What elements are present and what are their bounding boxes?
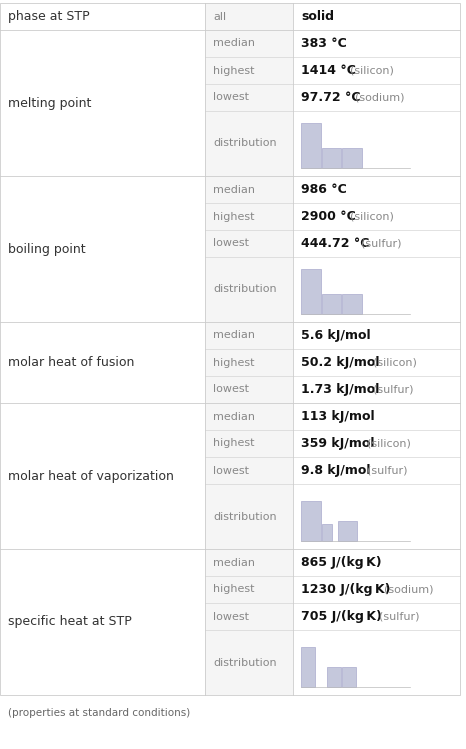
Text: (sodium): (sodium) bbox=[384, 584, 434, 595]
Text: distribution: distribution bbox=[213, 658, 277, 667]
Text: 865 J/(kg K): 865 J/(kg K) bbox=[301, 556, 382, 569]
Text: molar heat of vaporization: molar heat of vaporization bbox=[8, 470, 174, 482]
Bar bbox=[301, 269, 321, 314]
Text: boiling point: boiling point bbox=[8, 243, 86, 255]
Text: (silicon): (silicon) bbox=[350, 211, 393, 222]
Text: 1230 J/(kg K): 1230 J/(kg K) bbox=[301, 583, 391, 596]
Text: lowest: lowest bbox=[213, 238, 249, 249]
Text: all: all bbox=[213, 11, 226, 22]
Bar bbox=[293, 3, 460, 695]
Bar bbox=[301, 501, 321, 541]
Text: lowest: lowest bbox=[213, 611, 249, 622]
Bar bbox=[322, 148, 341, 168]
Text: (silicon): (silicon) bbox=[373, 357, 417, 368]
Text: highest: highest bbox=[213, 438, 254, 449]
Bar bbox=[342, 148, 362, 168]
Text: distribution: distribution bbox=[213, 512, 277, 521]
Text: 5.6 kJ/mol: 5.6 kJ/mol bbox=[301, 329, 370, 342]
Text: 359 kJ/mol: 359 kJ/mol bbox=[301, 437, 375, 450]
Bar bbox=[338, 521, 357, 541]
Text: solid: solid bbox=[301, 10, 334, 23]
Text: 444.72 °C: 444.72 °C bbox=[301, 237, 370, 250]
Text: molar heat of fusion: molar heat of fusion bbox=[8, 356, 134, 369]
Bar bbox=[301, 123, 321, 168]
Text: highest: highest bbox=[213, 357, 254, 368]
Bar bbox=[342, 294, 362, 314]
Text: lowest: lowest bbox=[213, 465, 249, 476]
Text: 986 °C: 986 °C bbox=[301, 183, 347, 196]
Text: 383 °C: 383 °C bbox=[301, 37, 347, 50]
Text: specific heat at STP: specific heat at STP bbox=[8, 616, 132, 628]
Text: distribution: distribution bbox=[213, 139, 277, 148]
Text: 2900 °C: 2900 °C bbox=[301, 210, 356, 223]
Text: 705 J/(kg K): 705 J/(kg K) bbox=[301, 610, 382, 623]
Text: melting point: melting point bbox=[8, 97, 91, 109]
Text: (silicon): (silicon) bbox=[367, 438, 411, 449]
Text: 97.72 °C: 97.72 °C bbox=[301, 91, 361, 104]
Text: 113 kJ/mol: 113 kJ/mol bbox=[301, 410, 375, 423]
Text: median: median bbox=[213, 411, 255, 422]
Bar bbox=[322, 524, 332, 541]
Text: highest: highest bbox=[213, 211, 254, 222]
Text: (properties at standard conditions): (properties at standard conditions) bbox=[8, 708, 190, 718]
Bar bbox=[0, 3, 205, 695]
Text: (sodium): (sodium) bbox=[356, 92, 405, 103]
Bar bbox=[301, 647, 315, 687]
Text: median: median bbox=[213, 557, 255, 568]
Text: 1414 °C: 1414 °C bbox=[301, 64, 356, 77]
Bar bbox=[322, 294, 341, 314]
Text: lowest: lowest bbox=[213, 92, 249, 103]
Text: (sulfur): (sulfur) bbox=[378, 611, 419, 622]
Text: median: median bbox=[213, 38, 255, 49]
Text: (sulfur): (sulfur) bbox=[361, 238, 402, 249]
Text: highest: highest bbox=[213, 584, 254, 595]
Bar bbox=[342, 667, 356, 687]
Text: distribution: distribution bbox=[213, 285, 277, 294]
Text: (sulfur): (sulfur) bbox=[367, 465, 407, 476]
Text: (silicon): (silicon) bbox=[350, 65, 393, 76]
Bar bbox=[205, 3, 293, 695]
Text: 1.73 kJ/mol: 1.73 kJ/mol bbox=[301, 383, 379, 396]
Bar bbox=[327, 667, 341, 687]
Text: phase at STP: phase at STP bbox=[8, 10, 89, 23]
Text: median: median bbox=[213, 184, 255, 195]
Text: (sulfur): (sulfur) bbox=[373, 384, 413, 395]
Text: highest: highest bbox=[213, 65, 254, 76]
Text: 50.2 kJ/mol: 50.2 kJ/mol bbox=[301, 356, 379, 369]
Text: lowest: lowest bbox=[213, 384, 249, 395]
Text: median: median bbox=[213, 330, 255, 341]
Text: 9.8 kJ/mol: 9.8 kJ/mol bbox=[301, 464, 370, 477]
